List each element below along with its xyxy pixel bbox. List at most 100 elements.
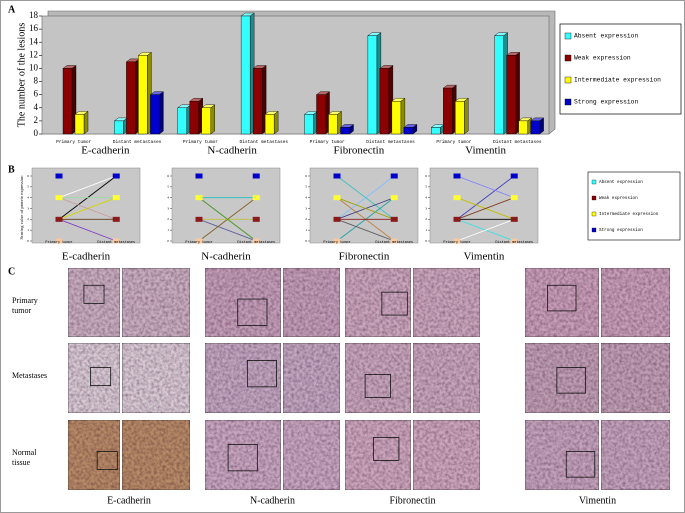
y-tick-label: 3 xyxy=(305,206,307,210)
y-tick-label: 12 xyxy=(29,49,38,59)
row-label: Normal tissue xyxy=(12,448,37,467)
bar xyxy=(455,101,465,135)
y-tick-label: 0 xyxy=(167,239,169,243)
y-tick-label: 4 xyxy=(305,195,307,199)
bar xyxy=(316,94,326,135)
column-label: E-cadherin xyxy=(107,495,151,506)
level-marker xyxy=(112,195,120,201)
y-tick-label: 6 xyxy=(167,174,169,178)
micrograph-zoom xyxy=(600,267,671,338)
bar xyxy=(150,94,160,135)
micrograph xyxy=(67,419,121,491)
level-marker xyxy=(252,238,260,244)
legend-label: Intermediate expression xyxy=(574,77,661,84)
level-marker xyxy=(195,195,203,201)
y-tick-label: 5 xyxy=(305,185,307,189)
group-label: Vimentin xyxy=(465,145,506,157)
bar xyxy=(367,35,378,135)
x-tick-label: Primary tumor xyxy=(443,240,470,245)
level-marker xyxy=(252,195,260,201)
y-tick-label: 18 xyxy=(29,10,39,20)
y-tick-label: 6 xyxy=(305,174,307,178)
micrograph xyxy=(524,419,600,491)
level-marker xyxy=(510,238,518,244)
level-marker xyxy=(195,238,203,244)
legend-swatch xyxy=(564,98,572,106)
level-marker xyxy=(55,195,63,201)
zoom-box xyxy=(381,291,408,316)
legend-label: Absent expression xyxy=(599,180,643,185)
y-tick-label: 2 xyxy=(34,115,39,125)
legend-label: Intermediate expression xyxy=(599,212,659,217)
zoom-box xyxy=(373,437,400,461)
legend-swatch xyxy=(564,54,572,62)
level-marker xyxy=(510,173,518,179)
level-marker xyxy=(55,173,63,179)
bar xyxy=(530,120,540,135)
level-marker xyxy=(453,195,461,201)
bar xyxy=(328,114,338,135)
legend-label: Strong expression xyxy=(574,99,638,106)
micrograph-zoom xyxy=(412,267,481,338)
y-axis-label: Scoring value of protein expression xyxy=(19,175,24,240)
bar xyxy=(201,107,211,135)
legend-swatch xyxy=(591,179,597,185)
bar-side xyxy=(83,110,89,135)
x-tick-label: Primary tumor xyxy=(323,240,350,245)
plot-area xyxy=(171,167,281,244)
level-marker xyxy=(390,173,398,179)
column-label: Fibronectin xyxy=(389,495,435,506)
legend-label: Weak expression xyxy=(574,55,631,62)
micrograph xyxy=(204,419,282,491)
legend-swatch xyxy=(591,227,597,233)
legend-swatch xyxy=(591,195,597,201)
level-marker xyxy=(333,173,341,179)
y-tick-label: 3 xyxy=(27,206,29,210)
level-marker xyxy=(195,173,203,179)
y-tick-label: 6 xyxy=(34,89,39,99)
zoom-box xyxy=(83,284,105,304)
micrograph xyxy=(344,267,412,338)
y-tick-label: 1 xyxy=(425,228,427,232)
panel-label: B xyxy=(8,164,15,175)
level-marker xyxy=(390,216,398,222)
y-tick-label: 4 xyxy=(34,102,39,112)
y-tick-label: 0 xyxy=(34,128,39,138)
micrograph xyxy=(524,342,600,414)
score-line xyxy=(58,175,117,199)
y-tick-label: 5 xyxy=(167,185,169,189)
level-marker xyxy=(453,216,461,222)
y-tick-label: 0 xyxy=(425,239,427,243)
x-tick-label: Distant metastases xyxy=(113,139,162,145)
legend-label: Weak expression xyxy=(599,196,638,201)
zoom-box xyxy=(90,367,112,387)
micrograph-zoom xyxy=(121,342,191,414)
legend-swatch xyxy=(591,211,597,217)
micrograph-zoom xyxy=(600,419,671,491)
y-tick-label: 0 xyxy=(305,239,307,243)
legend-label: Strong expression xyxy=(599,228,643,233)
x-tick-label: Distant metastases xyxy=(495,240,533,245)
score-line xyxy=(336,197,395,220)
y-tick-label: 8 xyxy=(34,76,39,86)
y-tick-label: 5 xyxy=(27,185,29,189)
bar xyxy=(252,68,263,135)
micrograph-zoom xyxy=(412,342,481,414)
level-marker xyxy=(333,238,341,244)
plot-area xyxy=(429,167,539,244)
level-marker xyxy=(453,173,461,179)
level-marker xyxy=(333,195,341,201)
plot-area xyxy=(41,15,550,135)
y-tick-label: 6 xyxy=(425,174,427,178)
x-tick-label: Distant metastases xyxy=(240,139,289,145)
plot-title: Fibronectin xyxy=(339,251,390,263)
zoom-box xyxy=(547,284,577,312)
bar-side xyxy=(210,104,215,135)
bar xyxy=(518,120,528,135)
score-line xyxy=(336,175,395,220)
y-tick-label: 0 xyxy=(27,239,29,243)
bar xyxy=(391,101,402,135)
bar xyxy=(126,61,136,135)
plot-title: E-cadherin xyxy=(62,251,111,263)
bar xyxy=(494,35,504,135)
